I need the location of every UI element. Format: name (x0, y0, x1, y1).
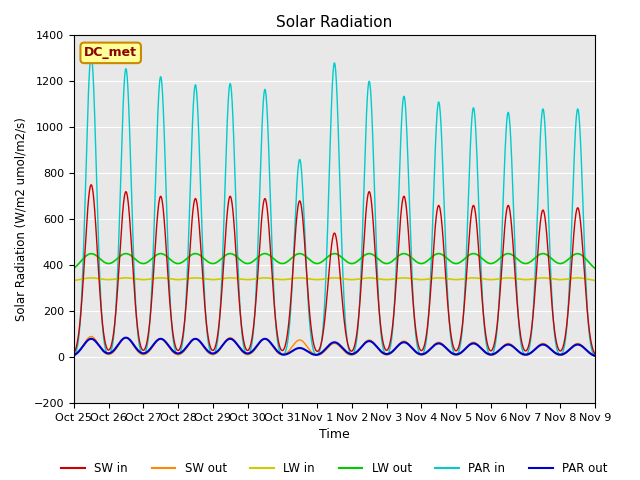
SW in (451, 348, 459, 353)
Line: SW in: SW in (74, 185, 595, 354)
LW in (315, 276, 323, 282)
PAR out (164, 341, 172, 347)
SW out (481, 349, 488, 355)
PAR in (591, 353, 599, 359)
Y-axis label: Solar Radiation (W/m2 umol/m2/s): Solar Radiation (W/m2 umol/m2/s) (15, 117, 28, 321)
LW out (481, 258, 488, 264)
SW in (591, 350, 598, 356)
SW out (164, 342, 172, 348)
LW in (451, 277, 459, 283)
LW out (451, 261, 459, 266)
LW in (591, 277, 598, 283)
SW out (451, 352, 459, 358)
PAR in (422, 338, 430, 344)
Title: Solar Radiation: Solar Radiation (276, 15, 392, 30)
SW in (87, 182, 95, 188)
Legend: SW in, SW out, LW in, LW out, PAR in, PAR out: SW in, SW out, LW in, LW out, PAR in, PA… (56, 457, 612, 480)
LW out (591, 265, 599, 271)
LW in (70, 277, 77, 283)
PAR in (591, 353, 598, 359)
PAR out (591, 353, 598, 359)
SW in (164, 267, 172, 273)
LW in (164, 276, 172, 281)
PAR in (87, 53, 95, 59)
PAR in (164, 233, 172, 239)
SW in (315, 348, 323, 353)
SW out (591, 353, 598, 359)
SW in (70, 351, 77, 357)
LW in (591, 277, 599, 283)
X-axis label: Time: Time (319, 429, 350, 442)
LW in (422, 276, 430, 282)
LW out (70, 265, 77, 271)
SW in (591, 351, 599, 357)
PAR in (315, 350, 323, 356)
LW out (591, 265, 598, 271)
PAR out (481, 349, 488, 355)
LW out (122, 251, 130, 256)
LW in (481, 276, 488, 282)
SW out (70, 353, 77, 359)
LW out (315, 261, 323, 266)
PAR out (315, 351, 323, 357)
LW out (422, 259, 430, 264)
SW in (481, 324, 488, 329)
Line: LW in: LW in (74, 278, 595, 280)
PAR out (422, 350, 430, 356)
Line: PAR out: PAR out (74, 337, 595, 356)
SW out (591, 353, 599, 359)
PAR out (70, 352, 77, 358)
SW out (315, 352, 323, 358)
PAR in (70, 353, 77, 359)
PAR in (481, 327, 488, 333)
PAR out (451, 351, 459, 357)
Line: SW out: SW out (74, 336, 595, 356)
PAR out (122, 335, 130, 340)
SW out (87, 334, 95, 339)
Text: DC_met: DC_met (84, 47, 137, 60)
LW in (122, 275, 130, 281)
PAR out (591, 353, 599, 359)
PAR in (451, 351, 459, 357)
SW in (422, 333, 430, 339)
LW out (164, 254, 172, 260)
SW out (422, 350, 430, 356)
Line: PAR in: PAR in (74, 56, 595, 356)
Line: LW out: LW out (74, 253, 595, 268)
